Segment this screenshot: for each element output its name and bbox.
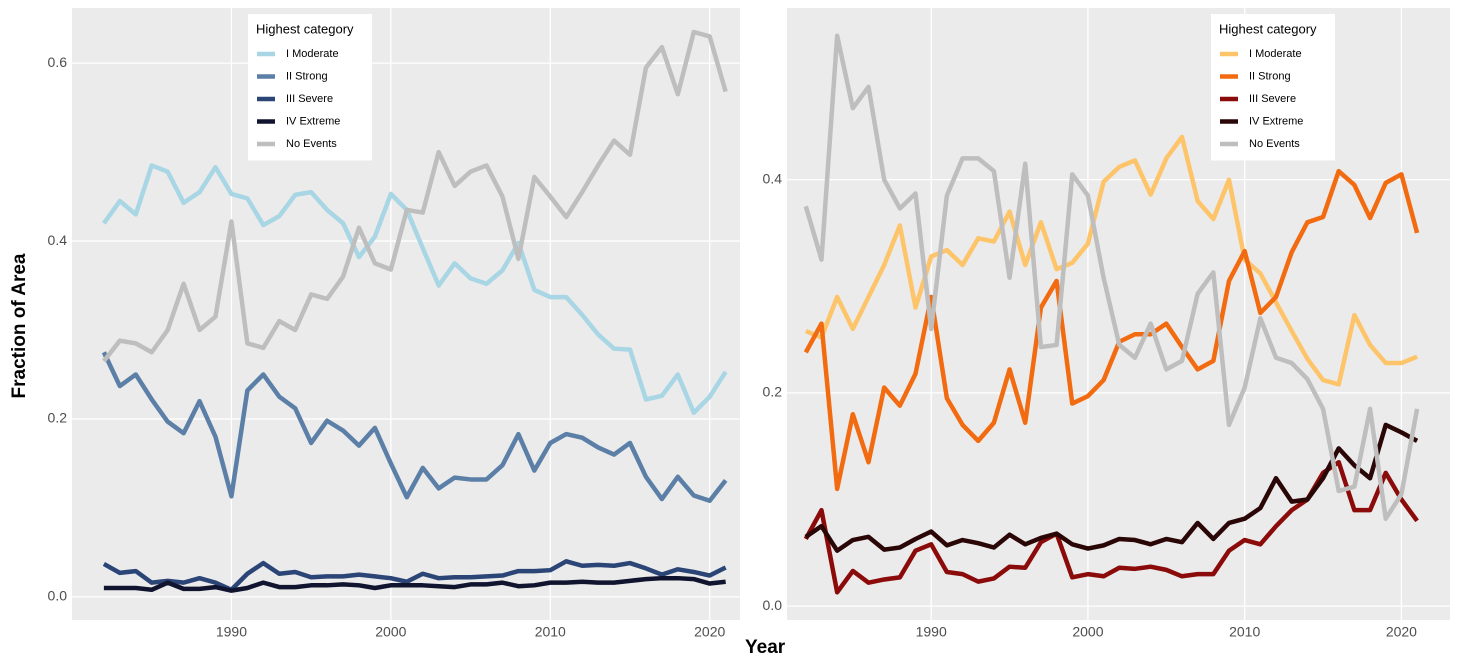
- legend-label: III Severe: [1249, 93, 1296, 105]
- legend-label: III Severe: [286, 93, 333, 105]
- x-tick-label: 1990: [916, 624, 947, 640]
- legend-label: I Moderate: [1249, 48, 1302, 60]
- x-tick-label: 2010: [1229, 624, 1260, 640]
- y-tick-label: 0.0: [763, 597, 783, 613]
- x-axis-title: Year: [745, 637, 786, 658]
- plot-background: [787, 8, 1450, 620]
- y-tick-label: 0.6: [48, 54, 68, 70]
- legend-label: I Moderate: [286, 48, 339, 60]
- legend-box: [248, 14, 372, 161]
- legend-label: No Events: [1249, 138, 1300, 150]
- x-tick-label: 2000: [375, 624, 406, 640]
- legend-label: II Strong: [286, 70, 328, 82]
- series-line: [803, 168, 1420, 492]
- series-line: [101, 351, 728, 504]
- series-line: [804, 134, 1418, 387]
- series-line: [103, 575, 726, 593]
- x-tick-label: 1990: [216, 624, 247, 640]
- x-tick-label: 2000: [1072, 624, 1103, 640]
- series-line: [804, 422, 1419, 553]
- series-line: [102, 29, 728, 363]
- y-tick-label: 0.0: [48, 588, 68, 604]
- series-line: [102, 559, 727, 593]
- legend-label: IV Extreme: [286, 115, 340, 127]
- y-axis-title: Fraction of Area: [9, 253, 30, 398]
- legend-label: II Strong: [1249, 70, 1291, 82]
- x-tick-label: 2010: [535, 624, 566, 640]
- x-tick-label: 2020: [1386, 624, 1417, 640]
- y-tick-label: 0.4: [48, 232, 68, 248]
- legend-label: IV Extreme: [1249, 115, 1303, 127]
- legend-label: No Events: [286, 138, 337, 150]
- x-tick-label: 2020: [694, 624, 725, 640]
- legend-box: [1211, 14, 1335, 161]
- legend-title: Highest category: [1219, 21, 1317, 36]
- y-tick-label: 0.2: [48, 410, 68, 426]
- y-tick-label: 0.2: [763, 384, 783, 400]
- series-line: [803, 33, 1420, 521]
- y-tick-label: 0.4: [763, 170, 783, 186]
- plot-background: [72, 8, 740, 620]
- series-line: [102, 163, 728, 415]
- legend-title: Highest category: [256, 21, 354, 36]
